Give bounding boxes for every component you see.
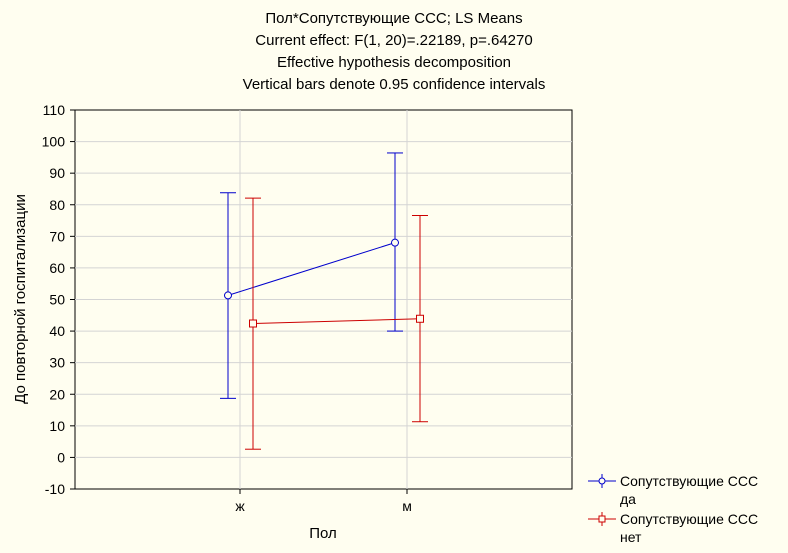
y-tick-label: 80 xyxy=(49,197,65,213)
y-tick-label: 70 xyxy=(49,228,65,244)
title-line-4: Vertical bars denote 0.95 confidence int… xyxy=(242,76,546,93)
y-tick-label: 30 xyxy=(49,355,65,371)
data-point xyxy=(249,319,257,328)
grid-lines xyxy=(75,110,572,489)
legend-label-no-line1: Сопутствующие ССС xyxy=(620,511,759,527)
y-tick-label: 50 xyxy=(49,292,65,308)
series-line xyxy=(227,242,396,296)
legend-item-yes: Сопутствующие ССС да xyxy=(588,472,788,508)
x-tick-label: ж xyxy=(235,498,245,514)
y-tick-label: 90 xyxy=(49,165,65,181)
series-no xyxy=(245,197,428,450)
y-tick-label: 40 xyxy=(49,323,65,339)
y-tick-label: -10 xyxy=(45,481,65,497)
chart-title: Пол*Сопутствующие ССС; LS Means Current … xyxy=(0,8,788,96)
title-line-1: Пол*Сопутствующие ССС; LS Means xyxy=(265,10,523,27)
legend-label-yes-line2: да xyxy=(620,491,636,507)
x-tick-label: м xyxy=(402,498,412,514)
y-axis-ticks: -10 0 10 20 30 40 50 60 70 80 90 100 110 xyxy=(42,102,75,497)
y-tick-label: 60 xyxy=(49,260,65,276)
title-line-3: Effective hypothesis decomposition xyxy=(276,54,512,71)
series-line xyxy=(252,318,421,325)
legend-label-yes-line1: Сопутствующие ССС xyxy=(620,473,759,489)
legend-square-marker-icon xyxy=(588,512,616,526)
x-axis-title: Пол xyxy=(309,525,337,542)
legend-circle-marker-icon xyxy=(588,474,616,488)
data-point xyxy=(224,291,232,300)
legend-item-no: Сопутствующие ССС нет xyxy=(588,510,788,546)
title-line-2: Current effect: F(1, 20)=.22189, p=.6427… xyxy=(255,32,533,49)
data-point xyxy=(416,314,424,323)
legend: Сопутствующие ССС да Сопутствующие ССС н… xyxy=(588,472,788,548)
legend-label-no-line2: нет xyxy=(620,529,642,545)
series-layer xyxy=(220,152,428,450)
y-tick-label: 100 xyxy=(42,134,66,150)
series-yes xyxy=(220,152,403,399)
y-axis-title: До повторной госпитализации xyxy=(12,194,29,404)
data-point xyxy=(391,238,399,247)
y-tick-label: 0 xyxy=(57,449,65,465)
y-tick-label: 20 xyxy=(49,386,65,402)
y-tick-label: 110 xyxy=(43,102,66,118)
y-tick-label: 10 xyxy=(49,418,65,434)
